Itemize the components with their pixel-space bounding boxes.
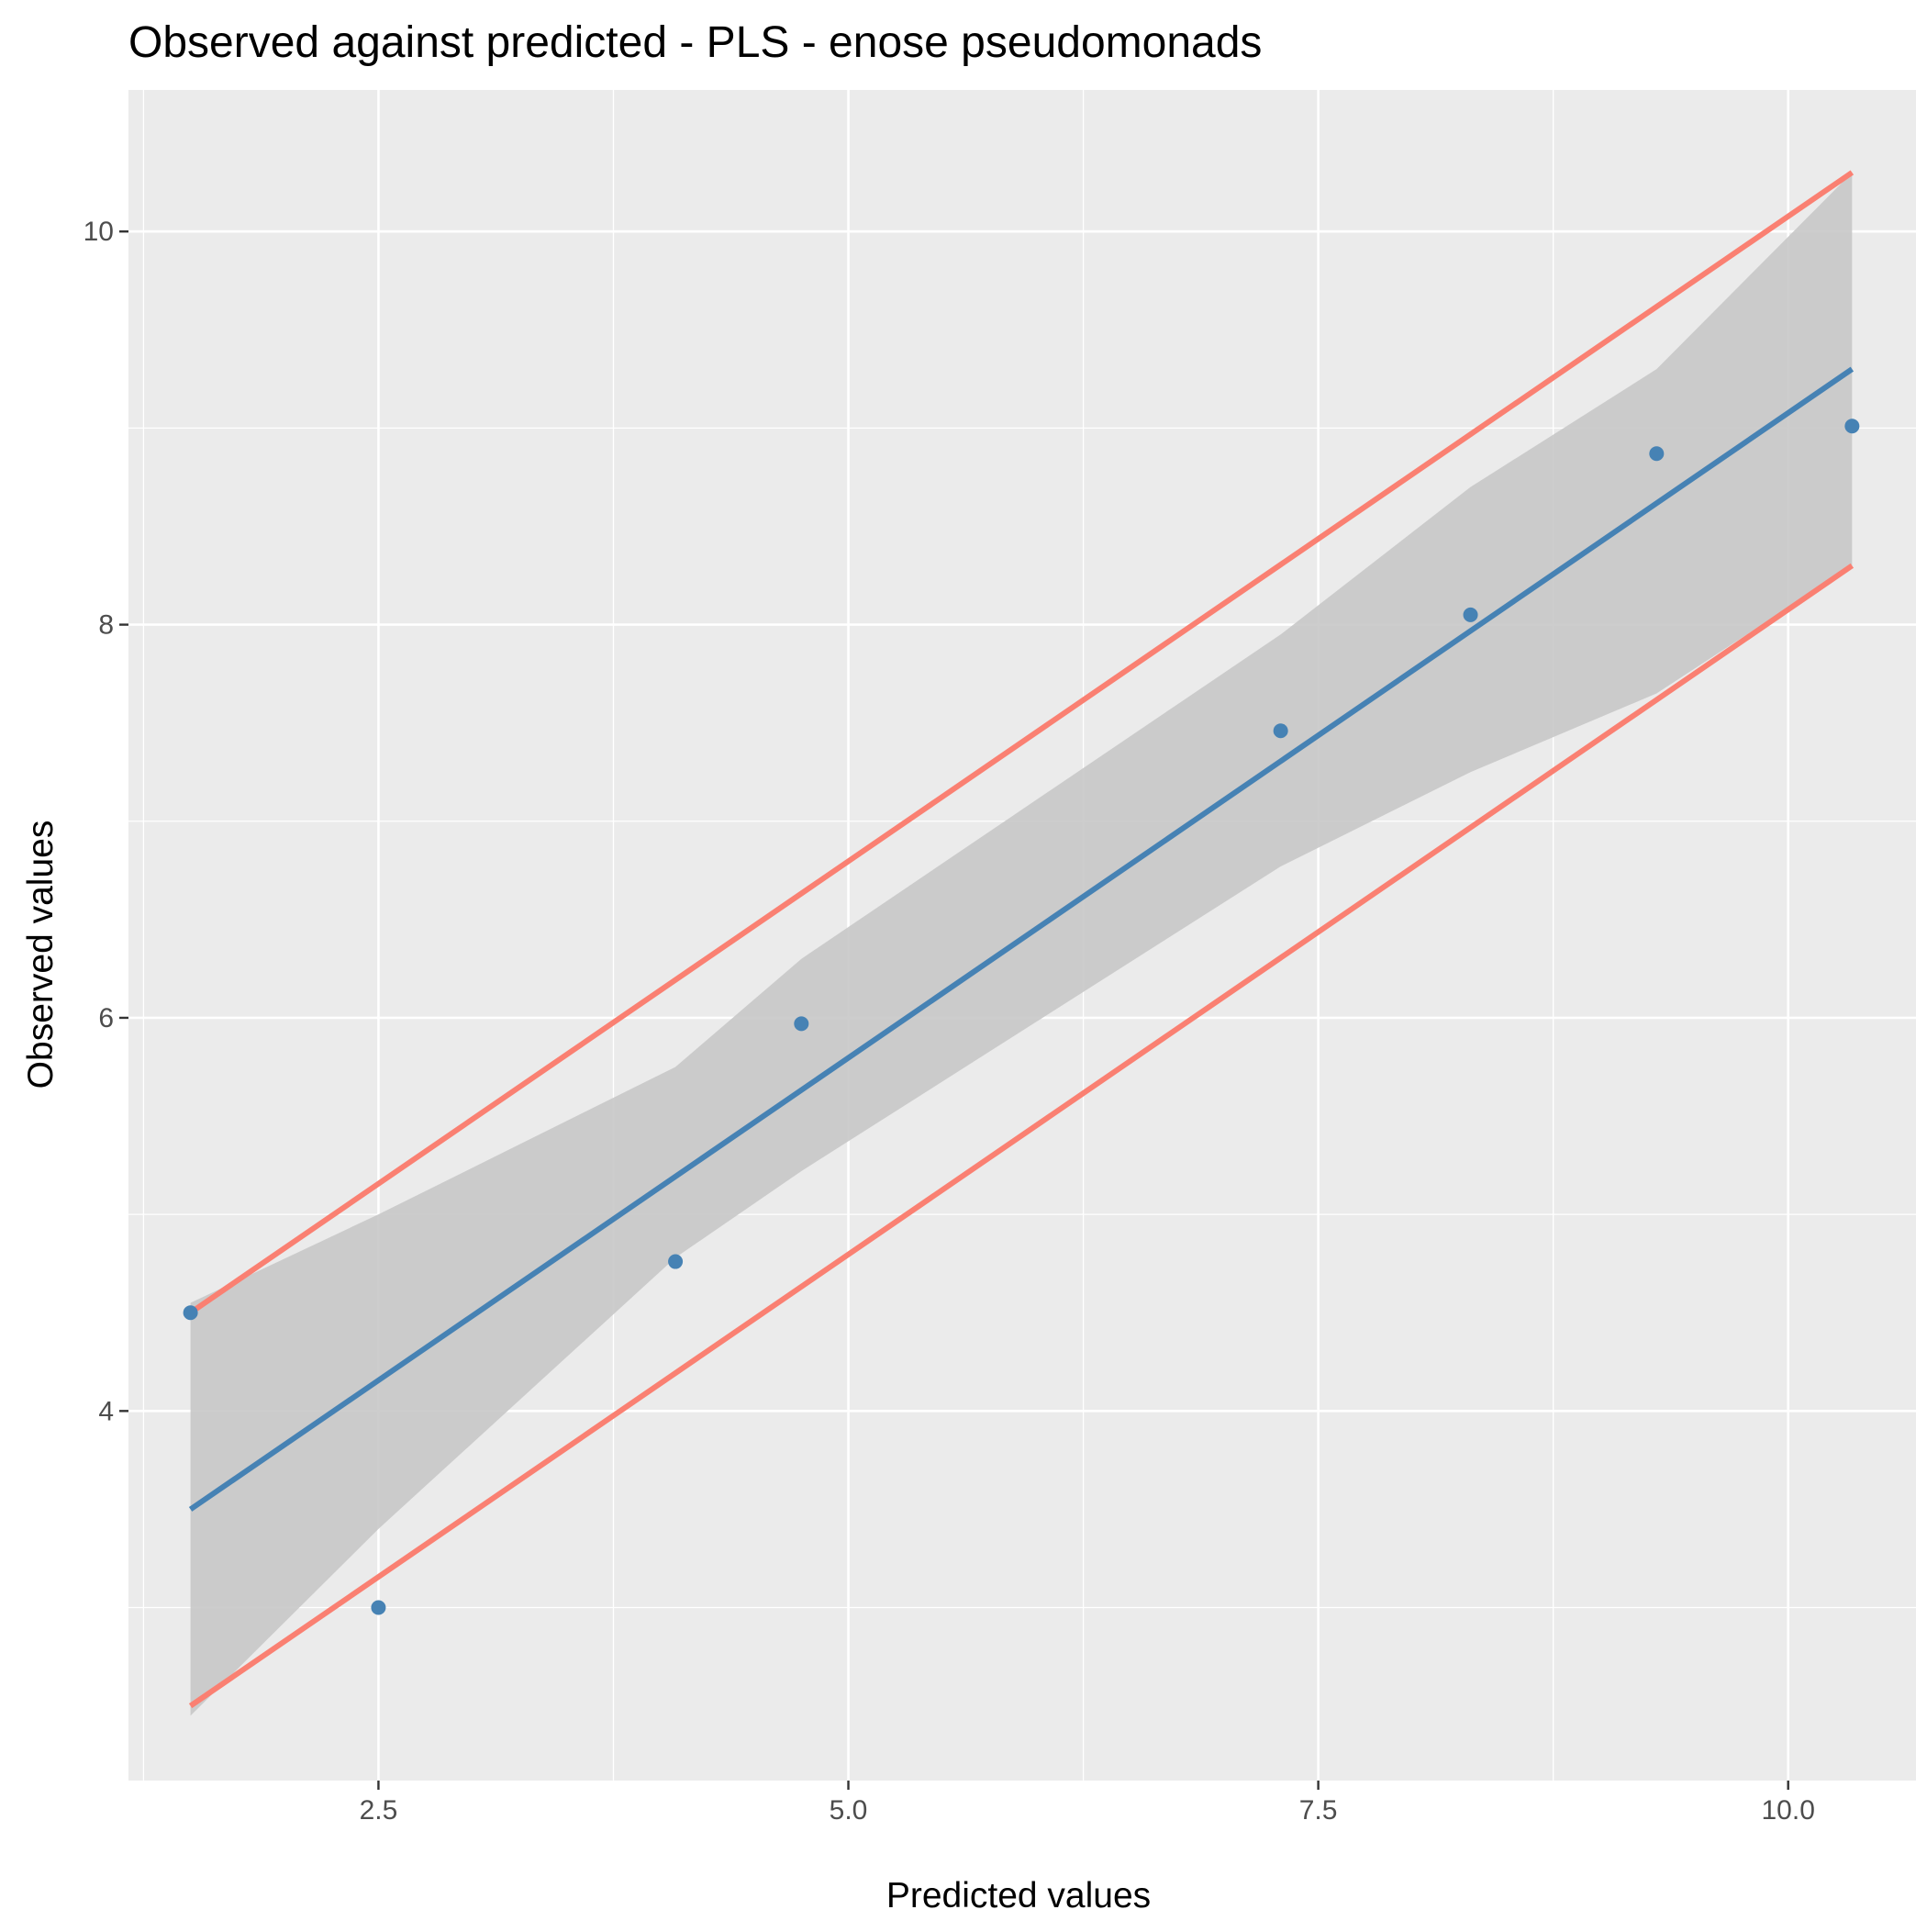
data-point [1844, 419, 1860, 434]
x-tick-label: 7.5 [1299, 1795, 1338, 1826]
y-axis-title: Observed values [21, 821, 61, 1089]
lower-limit-line [188, 563, 1855, 1709]
axis-ticks [119, 230, 1789, 1790]
confidence-band [190, 172, 1853, 1716]
upper-limit-line [188, 170, 1855, 1315]
data-point [1463, 607, 1478, 622]
chart-title: Observed against predicted - PLS - enose… [128, 18, 1262, 67]
y-tick-label: 10 [84, 217, 114, 247]
tick-labels: 2.5 5.0 7.5 10.0 4 6 8 10 [84, 217, 1815, 1826]
x-tick-label: 10.0 [1762, 1795, 1815, 1826]
data-point [371, 1600, 386, 1615]
x-tick-label: 2.5 [360, 1795, 398, 1826]
x-tick-label: 5.0 [830, 1795, 868, 1826]
y-tick-label: 8 [98, 610, 114, 641]
plot-data-layer [183, 170, 1860, 1716]
data-point [183, 1305, 198, 1321]
data-point [794, 1016, 809, 1032]
y-tick-label: 4 [98, 1396, 114, 1426]
data-point [668, 1254, 684, 1269]
regression-line [188, 366, 1855, 1512]
y-tick-label: 6 [98, 1003, 114, 1033]
data-point [1273, 723, 1288, 739]
x-axis-title: Predicted values [886, 1876, 1151, 1915]
data-point [1649, 446, 1665, 462]
